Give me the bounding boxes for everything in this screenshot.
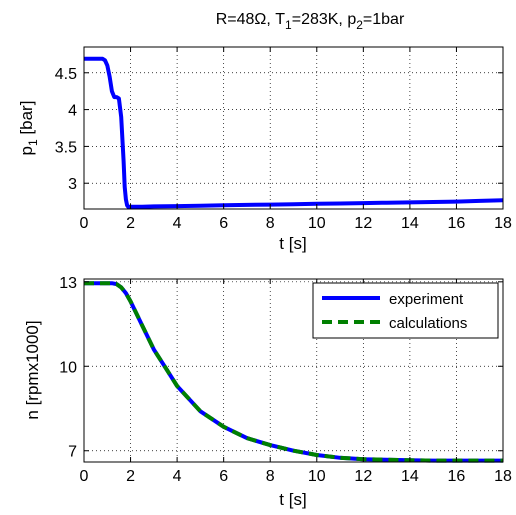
x-tick-label: 10	[308, 215, 326, 232]
y-tick-label: 7	[68, 444, 77, 461]
y-tick-label: 10	[59, 359, 77, 376]
x-tick-label: 4	[173, 215, 182, 232]
x-tick-label: 8	[266, 215, 275, 232]
x-tick-label: 10	[308, 468, 326, 485]
ticks: 0 2 4 6 8 10 12 14 16 18 7 10 13	[59, 275, 512, 485]
x-tick-label: 0	[80, 468, 89, 485]
pressure-chart: 0 2 4 6 8 10 12 14 16 18 3 3.5 4 4.5 t [s] p1 [bar]	[17, 46, 512, 253]
grid	[84, 47, 503, 209]
x-tick-label: 18	[494, 468, 512, 485]
x-tick-label: 12	[354, 468, 372, 485]
x-tick-label: 16	[448, 468, 466, 485]
series-group	[84, 56, 504, 209]
axes-box	[83, 278, 504, 463]
x-axis-label: t [s]	[279, 234, 306, 253]
y-tick-label: 4	[68, 103, 77, 120]
y-axis-label: n [rpmx1000]	[23, 320, 42, 419]
x-tick-label: 18	[494, 215, 512, 232]
series-line-series-0	[84, 56, 504, 209]
x-tick-label: 0	[80, 215, 89, 232]
x-tick-label: 4	[173, 468, 182, 485]
grid	[84, 279, 503, 462]
y-tick-label: 3	[68, 176, 77, 193]
series-line-calculations	[84, 281, 503, 463]
ticks: 0 2 4 6 8 10 12 14 16 18 3 3.5 4 4.5	[55, 47, 512, 232]
figure-title: R=48Ω, T1=283K, p2=1bar	[216, 11, 405, 32]
legend-label-calculations: calculations	[389, 315, 467, 332]
x-tick-label: 6	[219, 215, 228, 232]
x-tick-label: 14	[401, 215, 419, 232]
y-tick-label: 3.5	[55, 139, 77, 156]
x-tick-label: 8	[266, 468, 275, 485]
x-tick-label: 12	[354, 215, 372, 232]
x-tick-label: 2	[126, 468, 135, 485]
y-axis-label: p1 [bar]	[17, 101, 40, 156]
x-axis-label: t [s]	[279, 490, 306, 509]
plot-area	[84, 47, 503, 209]
y-tick-label: 4.5	[55, 66, 77, 83]
series-group	[84, 281, 503, 463]
x-tick-label: 14	[401, 468, 419, 485]
y-tick-label: 13	[59, 275, 77, 292]
x-tick-label: 6	[219, 468, 228, 485]
x-tick-label: 16	[448, 215, 466, 232]
legend: experiment calculations	[312, 282, 499, 339]
legend-label-experiment: experiment	[389, 291, 464, 308]
legend-box	[312, 282, 499, 339]
x-tick-label: 2	[126, 215, 135, 232]
axes-box	[83, 46, 504, 210]
